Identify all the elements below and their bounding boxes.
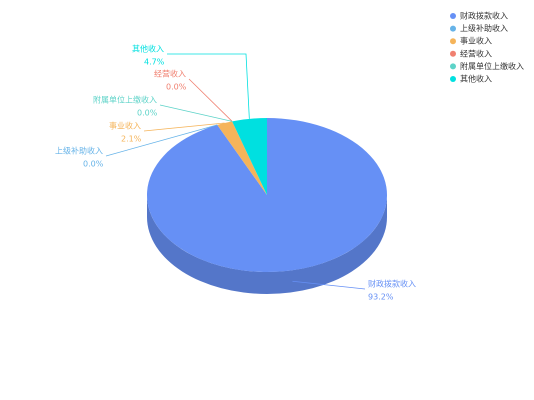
- legend-marker: [450, 76, 456, 82]
- leader-line: [159, 104, 233, 122]
- legend-marker: [450, 25, 456, 32]
- slice-label: 附属单位上缴收入: [93, 95, 157, 105]
- slice-label: 其他收入: [132, 44, 164, 54]
- leader-line: [292, 280, 366, 290]
- slice-label: 事业收入: [109, 121, 141, 131]
- leader-line: [105, 124, 218, 157]
- legend-marker: [450, 63, 456, 70]
- leader-line: [167, 53, 250, 119]
- slice: [232, 118, 267, 195]
- slice-value: 4.7%: [144, 58, 165, 67]
- slice: [217, 121, 267, 195]
- slice-value: 93.2%: [368, 293, 394, 302]
- legend-label: 经营收入: [460, 48, 492, 58]
- legend-label: 财政拨款收入: [460, 11, 508, 21]
- legend-marker: [450, 50, 456, 57]
- slice-label: 财政拨款收入: [368, 279, 416, 289]
- slice-value: 2.1%: [121, 135, 142, 144]
- legend-label: 附属单位上缴收入: [460, 61, 524, 71]
- slice-value: 0.0%: [166, 83, 187, 92]
- legend-marker: [450, 38, 456, 45]
- slice-value: 0.0%: [137, 109, 158, 118]
- slice-label: 上级补助收入: [55, 146, 103, 156]
- slice-value: 0.0%: [83, 160, 104, 169]
- leader-line: [188, 78, 233, 122]
- legend-label: 其他收入: [460, 74, 492, 84]
- slice-label: 经营收入: [154, 69, 186, 79]
- legend-marker: [450, 13, 456, 19]
- leader-line: [143, 122, 225, 132]
- slice-side: [147, 195, 387, 294]
- legend-label: 事业收入: [460, 36, 492, 46]
- legend-label: 上级补助收入: [460, 23, 508, 33]
